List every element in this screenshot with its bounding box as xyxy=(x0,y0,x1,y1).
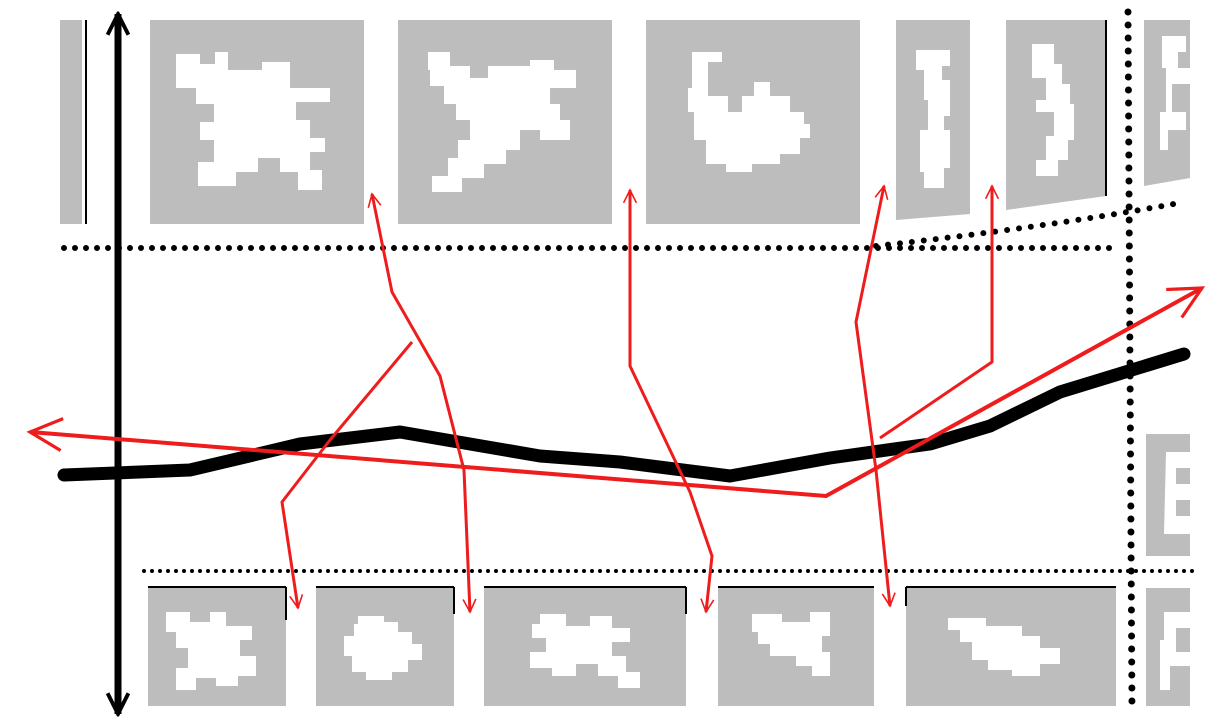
bottom-frame-partial-right xyxy=(1146,588,1190,706)
top-frame-partial-right xyxy=(1144,20,1190,186)
top-frame-1 xyxy=(150,20,364,224)
bottom-frame-1 xyxy=(148,586,287,706)
bottom-frame-3-blob xyxy=(530,614,640,688)
middle-frame-partial-right xyxy=(1146,434,1190,556)
top-frame-3-blob xyxy=(688,52,810,172)
top-frame-4-blob xyxy=(916,50,950,188)
top-frame-3 xyxy=(646,20,860,224)
top-frame-partial-left xyxy=(60,20,82,224)
top-frame-4 xyxy=(896,20,970,220)
trend-curve xyxy=(57,347,1191,483)
bottom-frame-1-blob xyxy=(166,612,256,690)
top-frame-5-blob xyxy=(1032,44,1074,176)
arrow-mid-to-bottom1 xyxy=(280,341,414,608)
long-red-arrow xyxy=(26,286,1206,498)
top-frame-1-blob xyxy=(176,52,330,190)
bottom-frame-4-blob xyxy=(752,612,830,676)
arrow-top5-to-trend xyxy=(879,186,992,440)
top-dotted-curve xyxy=(873,201,1177,249)
top-frame-row xyxy=(60,20,1190,224)
vertical-dotted-separator xyxy=(1124,8,1136,716)
bottom-frame-5-blob xyxy=(948,618,1060,676)
arrow-top1-to-bottom2 xyxy=(372,194,470,612)
bottom-frame-3 xyxy=(484,586,687,706)
top-frame-5 xyxy=(1006,20,1107,210)
top-frame-2 xyxy=(398,20,612,224)
bottom-frame-2-blob xyxy=(344,616,422,680)
bottom-frame-row xyxy=(148,586,1190,706)
bottom-frame-2 xyxy=(316,586,455,706)
bottom-frame-4 xyxy=(718,586,874,706)
top-frame-2-blob xyxy=(428,52,576,192)
bottom-frame-5 xyxy=(905,586,1116,706)
correspondence-arrows xyxy=(26,186,1206,612)
arrow-top4-to-bottom5 xyxy=(854,186,890,606)
arrow-top3-to-bottom3 xyxy=(630,190,712,612)
